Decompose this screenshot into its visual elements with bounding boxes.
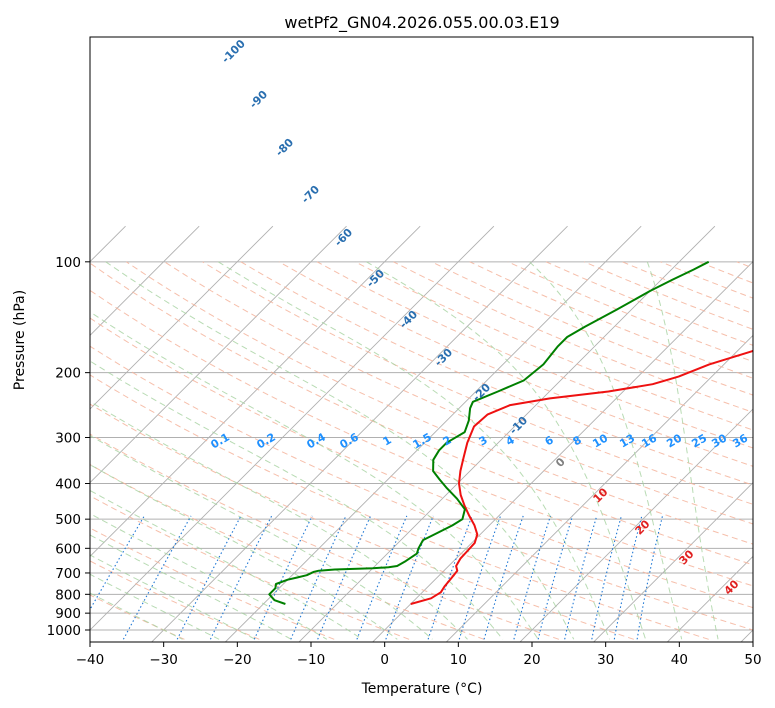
- isotherm: [90, 225, 200, 336]
- dry-adiabat: [240, 261, 753, 486]
- x-tick-label: −10: [297, 652, 326, 668]
- moist-adiabat: [90, 489, 363, 640]
- x-tick-label: −20: [223, 652, 252, 668]
- moist-adiabat: [217, 261, 611, 640]
- y-tick-label: 300: [55, 430, 81, 446]
- moist-adiabat: [529, 261, 683, 640]
- mixing-ratio-line: [613, 515, 643, 640]
- dry-adiabat: [126, 261, 753, 545]
- dry-adiabat: [90, 374, 709, 640]
- dry-adiabat: [354, 261, 753, 431]
- mixing-ratio-line: [356, 515, 408, 640]
- y-tick-label: 900: [55, 606, 81, 622]
- isotherm: [90, 225, 347, 484]
- dry-adiabat: [90, 403, 634, 640]
- temperature-line: [410, 349, 753, 605]
- isotherm: [298, 225, 716, 642]
- mixing-ratio-line: [122, 515, 192, 640]
- dry-adiabat: [90, 345, 753, 631]
- moist-adiabat: [90, 512, 328, 640]
- isotherm: [90, 225, 495, 631]
- y-tick-label: 700: [55, 566, 81, 582]
- y-tick-label: 1000: [47, 623, 81, 639]
- x-tick-label: 40: [671, 652, 688, 668]
- isotherm: [90, 225, 421, 557]
- isotherm: [372, 261, 753, 642]
- x-tick-label: 0: [380, 652, 389, 668]
- mixing-ratio-line: [317, 515, 372, 640]
- y-tick-label: 800: [55, 587, 81, 603]
- mixing-ratio-line: [176, 515, 242, 640]
- dry-adiabat: [90, 317, 753, 609]
- isotherm: [224, 225, 642, 642]
- isotherm: [519, 408, 753, 642]
- mixing-ratio-line: [636, 515, 664, 640]
- y-tick-label: 600: [55, 541, 81, 557]
- y-tick-label: 200: [55, 366, 81, 382]
- moist-adiabat: [90, 592, 183, 640]
- dry-adiabat: [164, 261, 753, 525]
- x-tick-label: −30: [149, 652, 178, 668]
- y-axis-label: Pressure (hPa): [12, 290, 28, 390]
- moist-adiabat: [90, 534, 292, 640]
- x-tick-label: 30: [597, 652, 614, 668]
- dry-adiabat: [90, 495, 410, 640]
- mixing-ratio-line: [209, 515, 273, 640]
- x-tick-label: 10: [450, 652, 467, 668]
- moist-adiabat: [105, 261, 575, 640]
- x-tick-label: 50: [744, 652, 761, 668]
- x-tick-label: 20: [523, 652, 540, 668]
- moist-adiabat: [366, 261, 647, 640]
- mixing-ratio-line: [253, 515, 313, 640]
- chart-title: wetPf2_GN04.2026.055.00.03.E19: [284, 13, 559, 33]
- dry-adiabat: [90, 560, 260, 640]
- mixing-ratio-line: [483, 515, 524, 640]
- isotherm: [151, 225, 568, 642]
- moist-adiabat: [90, 400, 468, 640]
- moist-adiabat: [90, 311, 539, 640]
- y-tick-label: 500: [55, 512, 81, 528]
- dry-adiabat: [316, 261, 753, 449]
- mixing-ratio-line: [427, 515, 473, 640]
- mixing-ratio-line: [290, 515, 347, 640]
- isotherm: [445, 334, 753, 642]
- dry-adiabat: [90, 289, 753, 587]
- isotherm: [593, 482, 753, 642]
- isotherm: [666, 555, 753, 642]
- mixing-ratio-line: [458, 515, 502, 640]
- x-tick-label: −40: [76, 652, 105, 668]
- x-axis-label: Temperature (°C): [361, 681, 483, 697]
- isotherm: [90, 225, 274, 410]
- plot-frame: [89, 36, 754, 643]
- moist-adiabat: [90, 464, 398, 640]
- dewpoint-line: [268, 260, 710, 605]
- y-tick-label: 100: [55, 255, 81, 271]
- dry-adiabat: [90, 463, 485, 640]
- y-tick-label: 400: [55, 476, 81, 492]
- dry-adiabat: [90, 594, 185, 640]
- mixing-ratio-line: [385, 515, 434, 640]
- moist-adiabat: [90, 360, 504, 640]
